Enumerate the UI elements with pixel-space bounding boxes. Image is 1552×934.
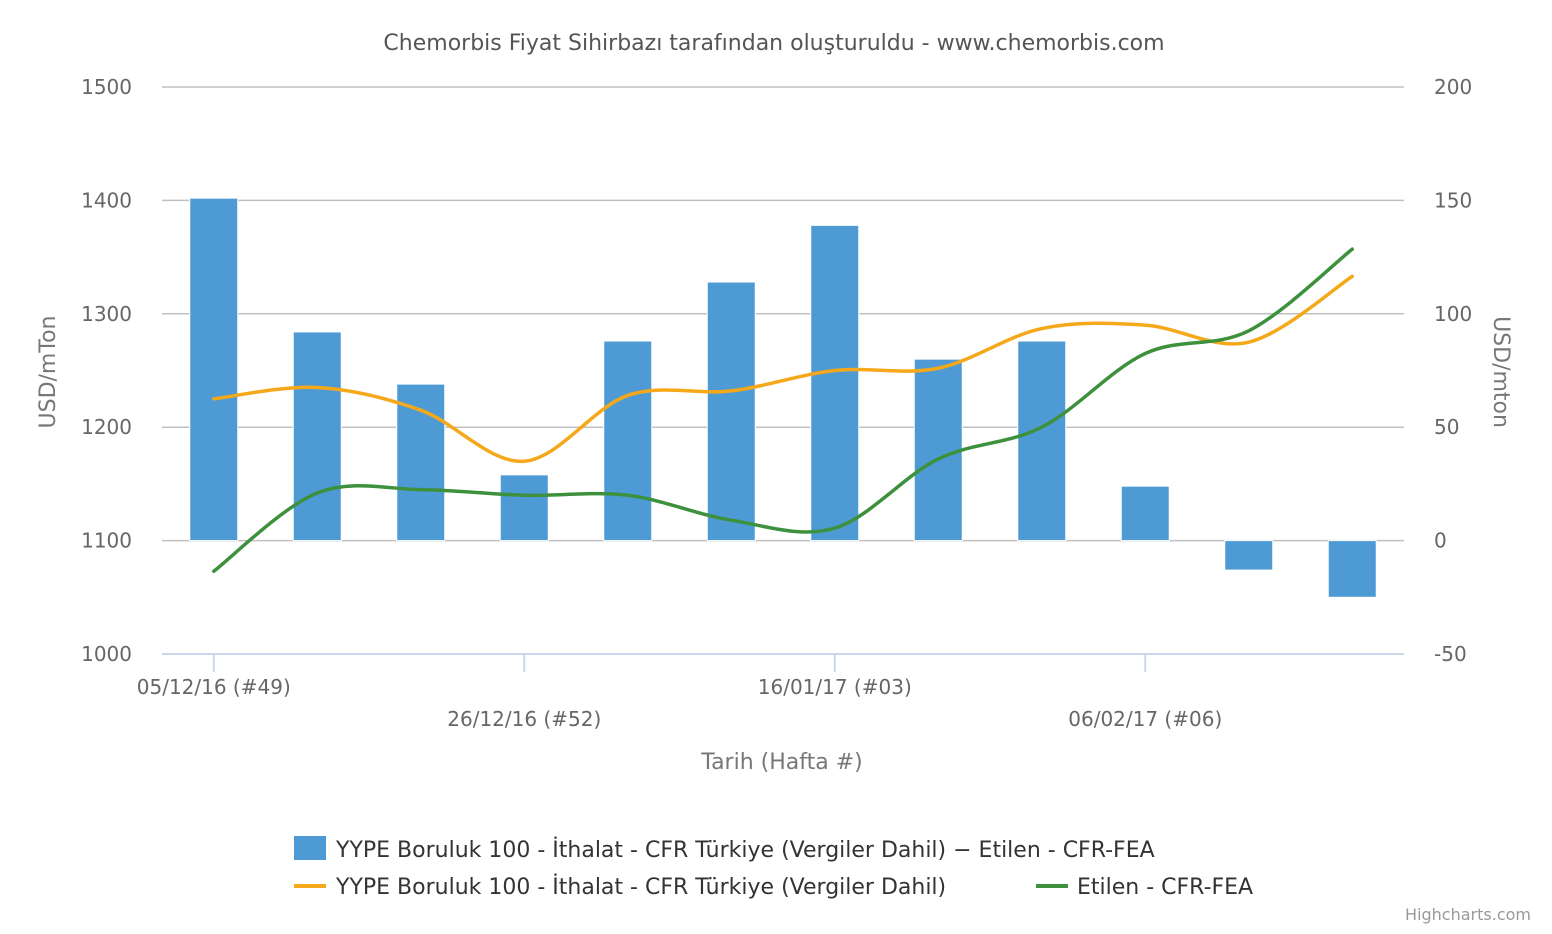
left-axis-ticks: 1000 1100 1200 1300 1400 1500 xyxy=(81,75,132,666)
bar[interactable] xyxy=(292,331,342,542)
y-right-tick-label: 100 xyxy=(1434,302,1472,326)
right-axis-ticks: -50 0 50 100 150 200 xyxy=(1434,75,1472,666)
x-tick-label: 16/01/17 (#03) xyxy=(758,675,912,699)
y-axis-right-title: USD/mton xyxy=(1488,316,1513,428)
y-right-tick-label: 0 xyxy=(1434,529,1447,553)
bar[interactable] xyxy=(499,474,549,542)
bar-series xyxy=(189,197,1377,598)
credit-text[interactable]: Highcharts.com xyxy=(1405,905,1531,924)
legend: YYPE Boruluk 100 - İthalat - CFR Türkiye… xyxy=(294,836,1253,900)
y-right-tick-label: 200 xyxy=(1434,75,1472,99)
y-right-tick-label: -50 xyxy=(1434,642,1467,666)
line-yype[interactable] xyxy=(212,274,1354,463)
chart-title: Chemorbis Fiyat Sihirbazı tarafından olu… xyxy=(383,31,1164,56)
bar[interactable] xyxy=(913,358,963,542)
gridlines xyxy=(162,86,1404,542)
y-left-tick-label: 1400 xyxy=(81,188,132,212)
bar[interactable] xyxy=(1017,340,1067,542)
x-axis-title: Tarih (Hafta #) xyxy=(700,750,862,775)
x-axis: 05/12/16 (#49) 26/12/16 (#52) 16/01/17 (#0… xyxy=(137,653,1404,731)
y-right-tick-label: 50 xyxy=(1434,415,1459,439)
bar[interactable] xyxy=(1224,540,1274,571)
legend-label-spread: YYPE Boruluk 100 - İthalat - CFR Türkiye… xyxy=(335,837,1155,863)
bar[interactable] xyxy=(706,281,756,542)
y-left-tick-label: 1500 xyxy=(81,75,132,99)
bar[interactable] xyxy=(1120,485,1170,542)
x-tick-label: 26/12/16 (#52) xyxy=(447,707,601,731)
bar[interactable] xyxy=(603,340,653,542)
line-etilen[interactable] xyxy=(212,247,1354,573)
legend-item-spread[interactable]: YYPE Boruluk 100 - İthalat - CFR Türkiye… xyxy=(294,836,1155,863)
bar[interactable] xyxy=(810,224,860,542)
legend-label-yype: YYPE Boruluk 100 - İthalat - CFR Türkiye… xyxy=(335,874,946,900)
x-tick-label: 06/02/17 (#06) xyxy=(1068,707,1222,731)
bar[interactable] xyxy=(1327,540,1377,598)
legend-item-etilen[interactable]: Etilen - CFR-FEA xyxy=(1036,875,1253,900)
legend-item-yype[interactable]: YYPE Boruluk 100 - İthalat - CFR Türkiye… xyxy=(294,874,946,900)
line-series xyxy=(212,247,1354,573)
legend-label-etilen: Etilen - CFR-FEA xyxy=(1077,875,1253,900)
bar[interactable] xyxy=(189,197,239,542)
y-left-tick-label: 1100 xyxy=(81,529,132,553)
y-axis-left-title: USD/mTon xyxy=(36,316,61,429)
y-left-tick-label: 1300 xyxy=(81,302,132,326)
x-tick-label: 05/12/16 (#49) xyxy=(137,675,291,699)
legend-swatch-bar xyxy=(294,836,326,860)
bar[interactable] xyxy=(396,383,446,542)
y-right-tick-label: 150 xyxy=(1434,188,1472,212)
y-left-tick-label: 1200 xyxy=(81,415,132,439)
y-left-tick-label: 1000 xyxy=(81,642,132,666)
